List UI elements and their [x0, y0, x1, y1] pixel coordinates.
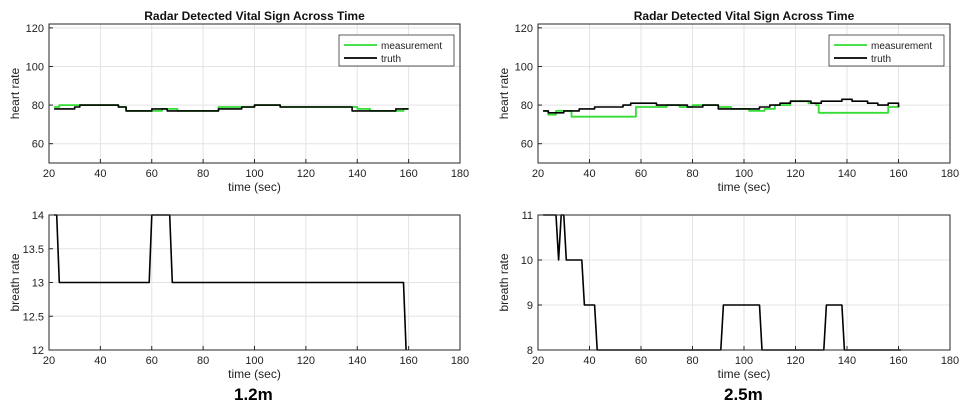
x-tick-label: 120	[786, 355, 804, 367]
caption-distance-2.5m: 2.5m	[724, 385, 763, 404]
x-tick-label: 140	[838, 355, 856, 367]
y-tick-label: 60	[521, 139, 533, 151]
y-tick-label: 100	[515, 61, 533, 73]
x-tick-label: 180	[941, 355, 959, 367]
x-tick-label: 180	[451, 355, 469, 367]
x-tick-label: 80	[197, 168, 209, 180]
legend-label-measurement: measurement	[871, 41, 932, 52]
y-tick-label: 10	[521, 255, 533, 267]
chart-breath-rate-1.2m: 20 40 60 80 100 120 140 160 180 12 12.5 13 13.5 14 tim…	[8, 210, 469, 381]
x-axis-label: time (sec)	[228, 180, 281, 194]
x-tick-label: 140	[348, 168, 366, 180]
series-line-truth	[543, 98, 900, 114]
x-tick-label: 100	[735, 355, 753, 367]
x-tick-label: 160	[889, 168, 907, 180]
x-tick-label: 60	[146, 168, 158, 180]
x-tick-label: 20	[43, 168, 55, 180]
x-tick-label: 100	[245, 355, 263, 367]
x-tick-label: 40	[583, 168, 595, 180]
x-tick-label: 160	[399, 355, 417, 367]
y-tick-label: 9	[527, 300, 533, 312]
legend-box	[828, 34, 945, 67]
x-tick-label: 40	[94, 168, 106, 180]
legend-label-truth: truth	[871, 54, 891, 65]
legend: measurement truth	[338, 34, 455, 67]
x-tick-label: 100	[245, 168, 263, 180]
chart-breath-rate-2.5m: 20 40 60 80 100 120 140 160 180 8 9 10 11 time (sec) b…	[497, 210, 959, 381]
y-tick-label: 120	[26, 23, 44, 35]
y-tick-label: 12	[32, 345, 44, 357]
y-tick-label: 14	[32, 210, 44, 222]
x-tick-label: 20	[43, 355, 55, 367]
x-tick-label: 80	[197, 355, 209, 367]
x-tick-label: 140	[838, 168, 856, 180]
x-tick-label: 160	[399, 168, 417, 180]
chart-heart-rate-2.5m: 20 40 60 80 100 120 140 160 180 60 80 100 120 Radar D…	[497, 9, 959, 194]
y-axis-label: heart rate	[497, 67, 511, 119]
chart-heart-rate-1.2m: 20 40 60 80 100 120 140 160 180 60 80 100 120 Radar D…	[8, 9, 469, 194]
x-tick-label: 180	[451, 168, 469, 180]
x-axis-label: time (sec)	[718, 367, 771, 381]
x-tick-label: 40	[94, 355, 106, 367]
series-line-truth	[54, 104, 409, 112]
y-tick-label: 11	[522, 210, 533, 222]
y-tick-label: 80	[32, 100, 44, 112]
x-tick-label: 160	[889, 355, 907, 367]
x-tick-label: 60	[635, 168, 647, 180]
legend-box	[338, 34, 455, 67]
x-tick-label: 140	[348, 355, 366, 367]
x-tick-label: 180	[941, 168, 959, 180]
y-tick-label: 13	[32, 278, 44, 290]
x-tick-label: 80	[686, 355, 698, 367]
legend: measurement truth	[828, 34, 945, 67]
x-tick-label: 120	[297, 168, 315, 180]
y-axis-label: breath rate	[497, 253, 511, 311]
y-tick-label: 120	[515, 23, 533, 35]
x-tick-label: 100	[735, 168, 753, 180]
y-tick-label: 60	[32, 139, 44, 151]
x-tick-label: 60	[635, 355, 647, 367]
x-axis-label: time (sec)	[718, 180, 771, 194]
y-axis-label: breath rate	[8, 253, 22, 311]
y-tick-label: 100	[26, 61, 44, 73]
x-tick-label: 60	[146, 355, 158, 367]
x-tick-label: 120	[297, 355, 315, 367]
y-tick-label: 8	[527, 345, 533, 357]
x-tick-label: 20	[532, 168, 544, 180]
y-axis-label: heart rate	[8, 67, 22, 119]
legend-label-measurement: measurement	[381, 41, 442, 52]
y-tick-label: 12.5	[23, 311, 44, 323]
x-tick-label: 20	[532, 355, 544, 367]
x-tick-label: 120	[786, 168, 804, 180]
x-tick-label: 80	[686, 168, 698, 180]
x-axis-label: time (sec)	[228, 367, 281, 381]
series-line-measurement	[543, 100, 900, 118]
x-tick-label: 40	[583, 355, 595, 367]
y-tick-label: 80	[521, 100, 533, 112]
chart-title: Radar Detected Vital Sign Across Time	[634, 9, 855, 23]
chart-title: Radar Detected Vital Sign Across Time	[144, 9, 365, 23]
legend-label-truth: truth	[381, 54, 401, 65]
caption-distance-1.2m: 1.2m	[234, 385, 273, 404]
y-tick-label: 13.5	[23, 244, 44, 256]
